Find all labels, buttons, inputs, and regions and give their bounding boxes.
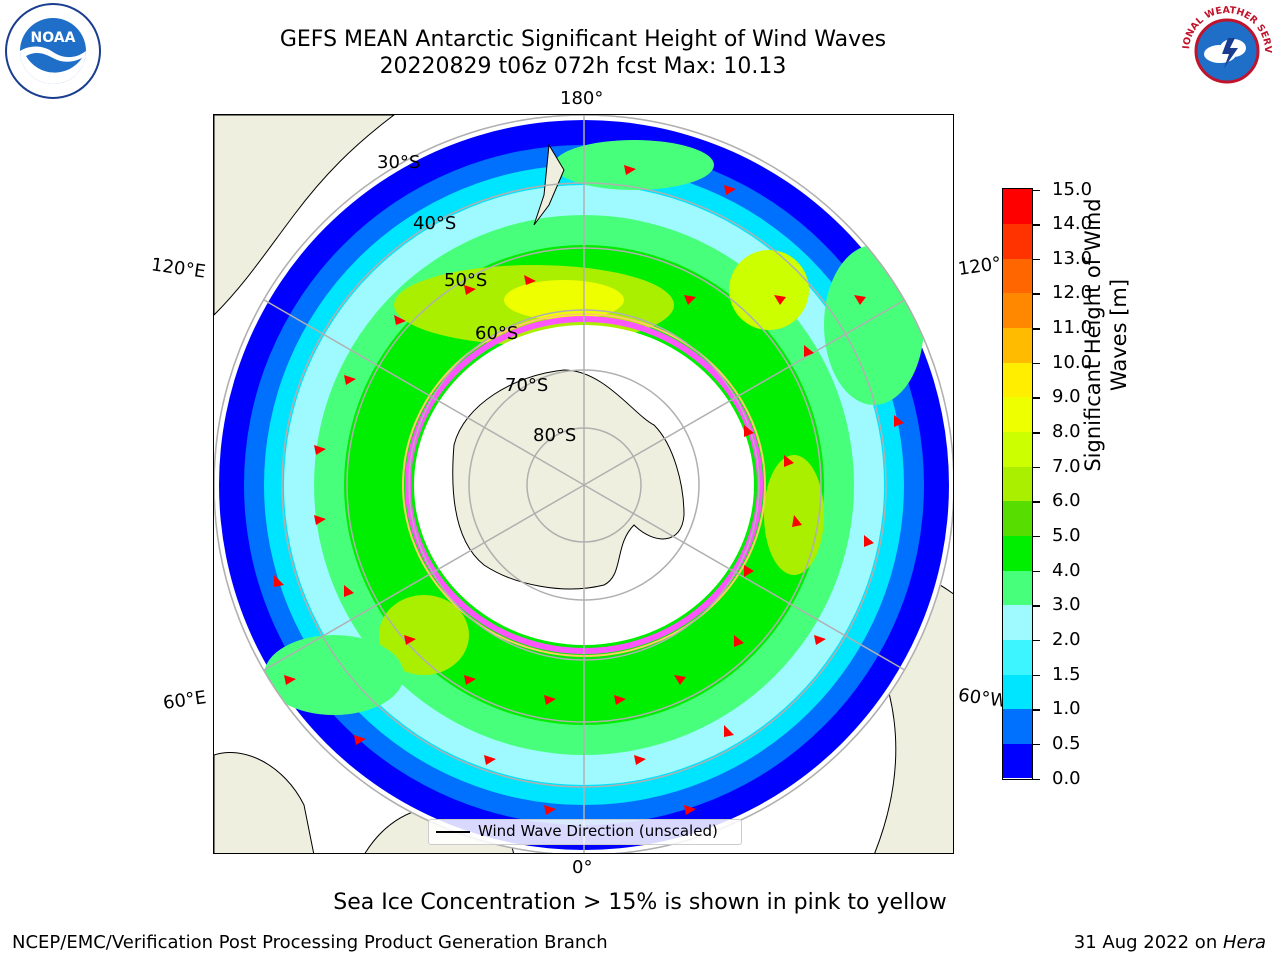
colorbar-tick (1033, 466, 1040, 469)
colorbar-segment (1003, 500, 1032, 536)
colorbar-tick (1033, 189, 1040, 191)
colorbar-tick-label: 3.0 (1052, 594, 1081, 616)
colorbar-tick (1033, 224, 1040, 226)
lon-label-120e: 120°E (149, 254, 207, 283)
noaa-logo-text: NOAA (31, 30, 76, 46)
longitude-gridlines (214, 115, 953, 853)
colorbar-tick (1033, 397, 1040, 399)
legend-line-swatch (436, 831, 470, 833)
land-antarctica (452, 369, 685, 590)
colorbar-tick (1033, 328, 1040, 330)
noaa-logo: NOAA (4, 2, 102, 100)
land-madagascar (214, 751, 315, 853)
colorbar-tick-label: 0.0 (1052, 767, 1081, 789)
lon-label-60e: 60°E (161, 687, 208, 714)
colorbar-segment (1003, 223, 1032, 259)
lat-label-50s: 50°S (444, 270, 488, 291)
colorbar-tick-label: 5.0 (1052, 524, 1081, 546)
lon-label-0: 0° (572, 857, 593, 878)
colorbar-tick-label: 10.0 (1052, 351, 1093, 373)
colorbar (1002, 188, 1033, 780)
colorbar-tick-label: 8.0 (1052, 421, 1081, 443)
colorbar-tick-label: 7.0 (1052, 455, 1081, 477)
colorbar-tick (1033, 535, 1040, 538)
colorbar-segment (1003, 466, 1032, 502)
colorbar-tick-label: 11.0 (1052, 317, 1093, 339)
colorbar-segment (1003, 604, 1032, 640)
date-text: 31 Aug 2022 on (1073, 932, 1223, 953)
colorbar-tick (1033, 743, 1040, 746)
lon-label-120w: 120° (956, 253, 1003, 280)
colorbar-segment (1003, 570, 1032, 606)
colorbar-tick (1033, 501, 1040, 503)
credit-line: NCEP/EMC/Verification Post Processing Pr… (12, 932, 608, 953)
map-legend (428, 819, 742, 845)
chart-title: GEFS MEAN Antarctic Significant Height o… (279, 27, 887, 52)
colorbar-tick-label: 0.5 (1052, 732, 1081, 754)
colorbar-tick-label: 15.0 (1052, 178, 1093, 200)
colorbar-tick-label: 9.0 (1052, 386, 1081, 408)
colorbar-tick (1033, 639, 1040, 642)
colorbar-segment (1003, 292, 1032, 329)
colorbar-tick (1033, 778, 1040, 780)
colorbar-tick (1033, 258, 1040, 261)
colorbar-tick (1033, 293, 1040, 295)
lat-label-60s: 60°S (475, 323, 519, 344)
colorbar-segment (1003, 674, 1032, 710)
colorbar-segment (1003, 535, 1032, 571)
colorbar-tick-label: 1.5 (1052, 663, 1081, 685)
colorbar-tick (1033, 432, 1040, 434)
lat-label-30s: 30°S (377, 152, 421, 173)
colorbar-tick-label: 6.0 (1052, 490, 1081, 512)
colorbar-tick (1033, 570, 1040, 573)
colorbar-segment (1003, 258, 1032, 294)
lat-label-40s: 40°S (413, 213, 457, 234)
legend-label: Wind Wave Direction (unscaled) (478, 822, 718, 840)
colorbar-segment (1003, 189, 1032, 225)
chart-subtitle: 20220829 t06z 072h fcst Max: 10.13 (379, 54, 787, 79)
colorbar-tick-label: 2.0 (1052, 628, 1081, 650)
colorbar-segment (1003, 639, 1032, 675)
colorbar-tick-label: 4.0 (1052, 559, 1081, 581)
colorbar-tick (1033, 362, 1040, 365)
colorbar-tick-label: 1.0 (1052, 698, 1081, 720)
colorbar-segment (1003, 708, 1032, 744)
wave-direction-arrows (274, 165, 904, 815)
colorbar-tick (1033, 674, 1040, 677)
lat-label-80s: 80°S (533, 425, 577, 446)
colorbar-tick (1033, 709, 1040, 711)
colorbar-segment (1003, 743, 1032, 779)
date-stamp: 31 Aug 2022 on Hera (1074, 932, 1266, 953)
colorbar-tick-label: 14.0 (1052, 213, 1093, 235)
colorbar-segment (1003, 362, 1032, 398)
lat-label-70s: 70°S (505, 375, 549, 396)
sea-ice-note: Sea Ice Concentration > 15% is shown in … (333, 890, 947, 915)
nws-logo: NATIONAL WEATHER SERVICE (1174, 0, 1276, 100)
polar-map (213, 114, 954, 854)
colorbar-segment (1003, 396, 1032, 433)
colorbar-segment (1003, 431, 1032, 467)
colorbar-tick-label: 13.0 (1052, 247, 1093, 269)
colorbar-tick (1033, 605, 1040, 607)
colorbar-segment (1003, 327, 1032, 363)
colorbar-tick-label: 12.0 (1052, 282, 1093, 304)
host-name: Hera (1222, 932, 1266, 953)
lon-label-180: 180° (560, 88, 604, 109)
map-canvas (214, 115, 953, 853)
land-australia (214, 115, 395, 316)
